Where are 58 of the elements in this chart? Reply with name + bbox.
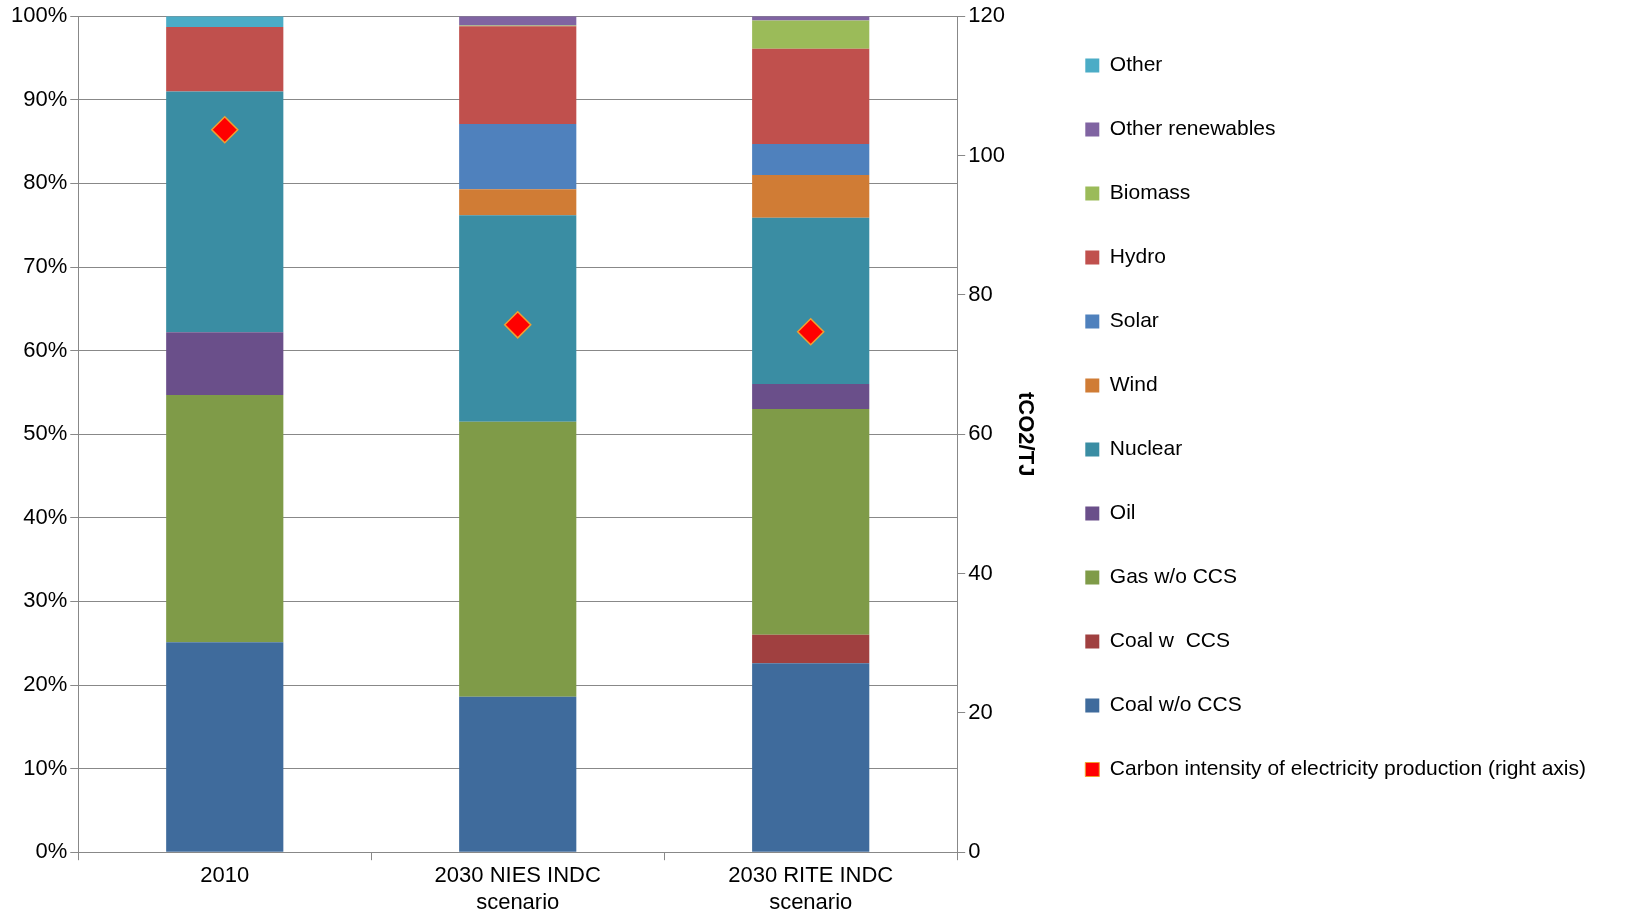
bar <box>752 409 870 635</box>
bar <box>752 384 870 410</box>
legend-label: Other <box>1109 52 1163 76</box>
bar <box>166 27 284 92</box>
legend-label: Wind <box>1109 372 1158 396</box>
y2-tick-label: 20 <box>968 698 993 724</box>
y-tick-label: 80% <box>23 169 68 195</box>
bar <box>459 421 577 697</box>
legend-label: Nuclear <box>1109 436 1183 460</box>
bar <box>752 634 870 664</box>
y2-tick-label: 100 <box>968 141 1005 167</box>
bar <box>752 20 870 49</box>
bar <box>459 215 577 422</box>
bar <box>166 394 284 643</box>
bar <box>752 217 870 385</box>
y-tick-label: 50% <box>23 420 68 446</box>
legend-label: Oil <box>1109 500 1136 524</box>
point <box>211 116 239 144</box>
y-tick-label: 70% <box>23 253 68 279</box>
y-tick-label: 40% <box>23 503 68 529</box>
legend-label: Solar <box>1109 308 1159 332</box>
x-tick-label: 2030 NIES INDC scenario <box>434 862 601 914</box>
bar <box>166 332 284 395</box>
y2-axis-title: tCO2/TJ <box>1014 392 1040 477</box>
bar <box>752 175 870 218</box>
y-tick-label: 30% <box>23 587 68 613</box>
bar <box>166 91 284 333</box>
x-tick-label: 2030 RITE INDC scenario <box>728 862 894 914</box>
bar <box>752 144 870 176</box>
x-tick-label: 2010 <box>200 862 250 888</box>
legend-label: Biomass <box>1109 180 1191 204</box>
y-tick-label: 100% <box>10 2 68 28</box>
bar <box>752 48 870 145</box>
y2-tick-label: 80 <box>968 280 993 306</box>
bar <box>459 696 577 852</box>
y-tick-label: 0% <box>35 838 68 864</box>
legend-label: Hydro <box>1109 244 1166 268</box>
legend-label: Other renewables <box>1109 116 1276 140</box>
y2-tick-label: 40 <box>968 559 993 585</box>
y2-tick-label: 120 <box>968 2 1005 28</box>
legend-label: Gas w/o CCS <box>1109 564 1237 588</box>
bar <box>752 663 870 852</box>
y-tick-label: 60% <box>23 336 68 362</box>
legend-label: Coal w CCS <box>1109 628 1230 652</box>
bar <box>459 26 577 125</box>
bar <box>459 124 577 190</box>
y-tick-label: 20% <box>23 671 68 697</box>
legend-label: Coal w/o CCS <box>1109 692 1242 716</box>
bar <box>166 642 284 852</box>
y2-tick-label: 60 <box>968 420 993 446</box>
point <box>796 318 825 346</box>
y-tick-label: 10% <box>23 754 68 780</box>
y2-tick-label: 0 <box>968 838 981 864</box>
y-tick-label: 90% <box>23 85 68 111</box>
bar <box>459 189 577 216</box>
bar <box>166 16 284 28</box>
legend-label: Carbon intensity of electricity production (right axis) <box>1109 756 1586 780</box>
point <box>503 311 532 339</box>
